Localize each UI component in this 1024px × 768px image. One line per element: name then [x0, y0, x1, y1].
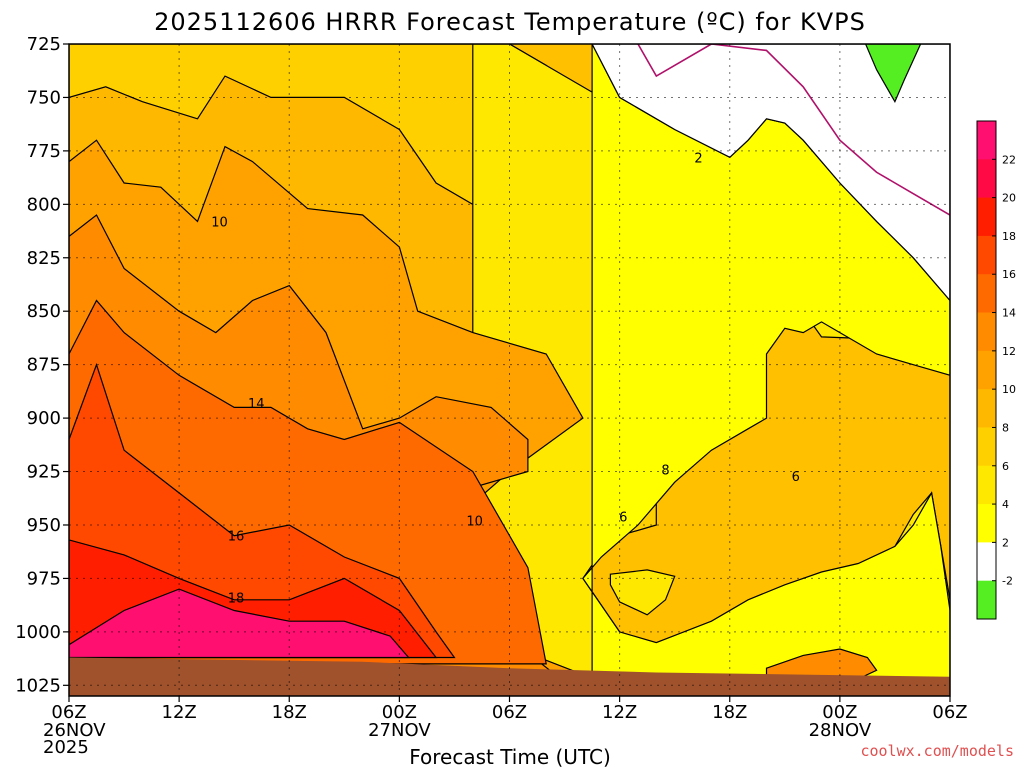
colorbar-swatch: [977, 542, 996, 582]
colorbar-label: 6: [1002, 460, 1009, 473]
y-tick-label: 750: [27, 87, 61, 108]
colorbar-swatch: [977, 580, 996, 620]
x-tick-label: 06Z: [51, 702, 86, 723]
colorbar-label: 14: [1002, 307, 1016, 320]
x-tick-label: 12Z: [602, 702, 637, 723]
y-tick-label: 875: [27, 355, 61, 376]
date-label: 26NOV: [43, 720, 106, 741]
date-label: 28NOV: [809, 720, 872, 741]
colorbar-swatch: [977, 504, 996, 543]
colorbar-label: 8: [1002, 421, 1009, 434]
colorbar-swatch: [977, 197, 996, 237]
y-axis: 725 750 775 800 825 850 875 900 925 950 975 1000 102…: [15, 34, 69, 696]
x-tick-label: 18Z: [272, 702, 307, 723]
y-tick-label: 775: [27, 141, 61, 162]
colorbar-label: 22: [1002, 153, 1016, 166]
colorbar-label: 4: [1002, 498, 1009, 511]
contour-band-t--2: [864, 44, 922, 104]
y-tick-label: 975: [27, 568, 61, 589]
colorbar-label: 18: [1002, 230, 1016, 243]
colorbar-swatch: [977, 121, 996, 160]
colorbar-swatch: [977, 427, 996, 467]
x-tick-label: 00Z: [822, 702, 857, 723]
colorbar-frame: [976, 120, 997, 620]
y-tick-label: 825: [27, 248, 61, 269]
colorbar-label: 16: [1002, 268, 1016, 281]
x-tick-label: 00Z: [382, 702, 417, 723]
contour-label: 18: [228, 592, 245, 607]
date-label: 27NOV: [368, 720, 431, 741]
contour-label: 6: [792, 470, 800, 485]
x-tick-label: 06Z: [932, 702, 967, 723]
colorbar-swatch: [977, 235, 996, 275]
contour-label: 8: [661, 463, 669, 478]
y-tick-label: 950: [27, 515, 61, 536]
y-tick-label: 1000: [15, 622, 61, 643]
contour-label: 10: [211, 215, 228, 230]
x-tick-label: 06Z: [492, 702, 527, 723]
colorbar-swatch: [977, 274, 996, 314]
x-axis-title: Forecast Time (UTC): [409, 745, 611, 768]
colorbar-swatch: [977, 389, 996, 428]
date-label: 2025: [43, 737, 89, 758]
colorbar-swatch: [977, 350, 996, 390]
y-tick-label: 725: [27, 34, 61, 55]
y-tick-label: 800: [27, 194, 61, 215]
x-tick-label: 18Z: [712, 702, 747, 723]
colorbar-swatch: [977, 159, 996, 199]
colorbar-swatch: [977, 465, 996, 505]
y-tick-label: 850: [27, 301, 61, 322]
y-tick-label: 900: [27, 408, 61, 429]
y-tick-label: 925: [27, 462, 61, 483]
credit-text: coolwx.com/models: [860, 742, 1014, 760]
colorbar: 22 20 18 16 14 12 10 8 6 4 2 -2: [976, 120, 1016, 620]
contour-label: 2: [694, 151, 702, 166]
x-tick-label: 12Z: [162, 702, 197, 723]
contour-label: 16: [228, 530, 245, 545]
colorbar-label: -2: [1002, 575, 1013, 588]
contour-band-t-lt-2: [591, 44, 950, 302]
colorbar-swatch: [977, 312, 996, 352]
colorbar-label: 2: [1002, 536, 1009, 549]
contour-band-t-6-pocket: [609, 569, 676, 616]
contour-label: 14: [248, 397, 265, 412]
contour-label: 6: [619, 510, 627, 525]
contour-label: 10: [466, 515, 483, 530]
chart-title: 2025112606 HRRR Forecast Temperature (ºC…: [154, 8, 866, 36]
freezing-line: [637, 44, 950, 216]
colorbar-label: 10: [1002, 383, 1016, 396]
colorbar-label: 20: [1002, 192, 1016, 205]
colorbar-label: 12: [1002, 345, 1016, 358]
x-axis: 06Z 12Z 18Z 00Z 06Z 12Z 18Z 00Z 06Z26NOV202527NO…: [43, 696, 968, 758]
contour-labels: 2 10 14 16 18 10 8 6 6: [211, 151, 800, 606]
filled-contours: [69, 44, 950, 696]
y-tick-label: 1025: [15, 675, 61, 696]
contour-band-t-22: [69, 588, 410, 659]
